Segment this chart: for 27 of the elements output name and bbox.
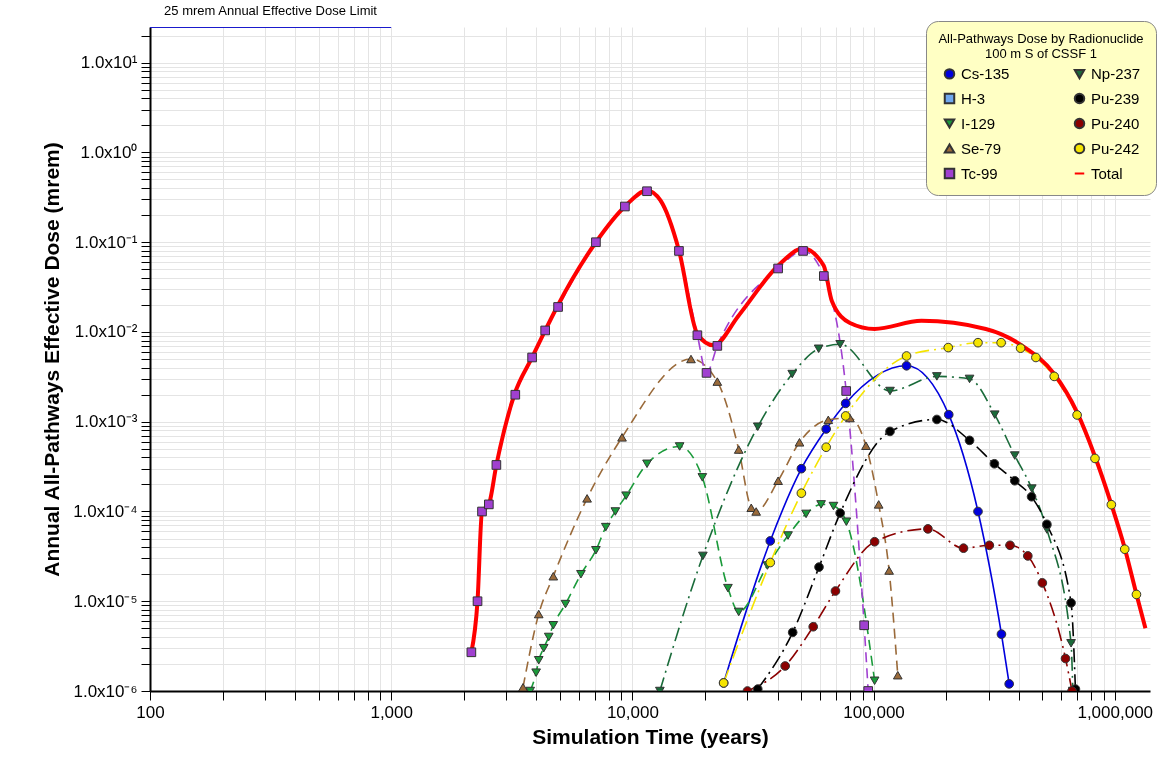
x-tick-label: 10,000: [606, 702, 659, 722]
legend-label: Pu-239: [1091, 89, 1140, 107]
x-tick-label: 1,000,000: [1077, 702, 1154, 722]
y-tick-label: 1.0x10¹: [80, 53, 138, 73]
y-tick-label: 1.0x10⁻⁶: [73, 681, 138, 701]
x-tick-label: 100,000: [843, 702, 905, 722]
y-tick-label: 1.0x10⁰: [80, 142, 138, 162]
legend-label: I-129: [961, 114, 996, 132]
legend-label: Pu-242: [1091, 139, 1140, 157]
legend-label: Se-79: [961, 139, 1002, 157]
legend-label: Pu-240: [1091, 114, 1140, 132]
legend-label: Total: [1091, 164, 1123, 182]
y-tick-label: 1.0x10⁻⁵: [73, 591, 138, 611]
legend-label: Np-237: [1091, 65, 1141, 83]
x-tick-label: 1,000: [370, 702, 413, 722]
legend-label: H-3: [961, 89, 986, 107]
legend-title: All-Pathways Dose by Radionuclide 100 m S of CSSF 1: [938, 31, 1144, 61]
y-tick-label: 1.0x10⁻²: [74, 322, 138, 342]
legend-label: Cs-135: [961, 64, 1010, 82]
y-tick-label: 1.0x10⁻⁴: [73, 501, 138, 521]
y-tick-label: 1.0x10⁻¹: [74, 232, 138, 252]
y-tick-label: 1.0x10⁻³: [74, 412, 138, 432]
annotation: 25 mrem Annual Effective Dose Limit: [164, 3, 378, 18]
legend-label: Tc-99: [961, 164, 998, 182]
x-axis-title: Simulation Time (years): [532, 724, 769, 748]
y-axis-title: Annual All-Pathways Effective Dose (mrem): [40, 142, 64, 577]
x-tick-label: 100: [136, 702, 165, 722]
